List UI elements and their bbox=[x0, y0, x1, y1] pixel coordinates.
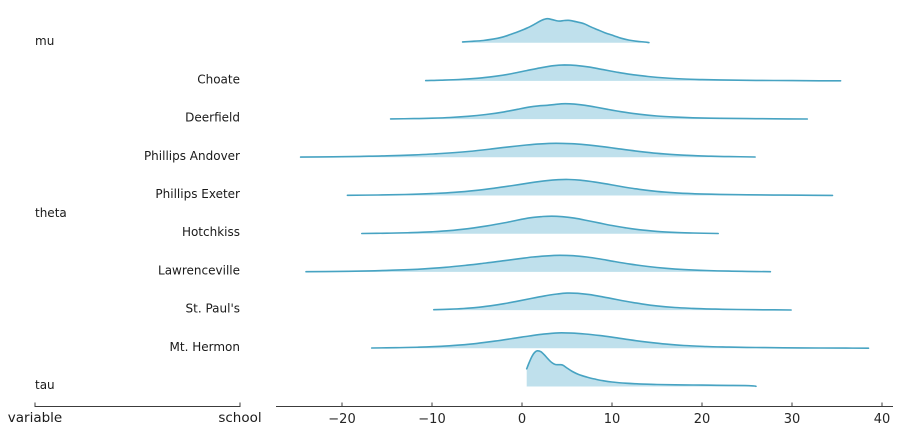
row-label-st-paul-s: St. Paul's bbox=[186, 302, 241, 316]
density-line-mt-hermon bbox=[370, 332, 870, 349]
density-line-phillips-andover bbox=[299, 142, 756, 158]
density-line-deerfield bbox=[389, 102, 809, 120]
row-label-choate: Choate bbox=[197, 72, 240, 86]
density-line-mu bbox=[461, 17, 650, 44]
row-label-hotchkiss: Hotchkiss bbox=[182, 225, 240, 239]
x-tick-label-10: 10 bbox=[604, 412, 621, 427]
density-line-phillips-exeter bbox=[346, 178, 834, 197]
density-line-hotchkiss bbox=[361, 215, 719, 235]
axes-group: variable school −20 −10 0 10 20 30 40 bbox=[8, 402, 893, 427]
x-tick-label-0: 0 bbox=[518, 412, 526, 427]
column-label-school: school bbox=[218, 410, 261, 426]
density-fill-st-paul-s bbox=[433, 293, 792, 311]
density-line-choate bbox=[424, 64, 842, 82]
density-line-st-paul-s bbox=[433, 292, 792, 311]
density-fill-mu bbox=[462, 18, 649, 43]
density-fill-tau bbox=[526, 350, 756, 387]
density-fill-lawrenceville bbox=[306, 255, 771, 272]
row-label-lawrenceville: Lawrenceville bbox=[158, 263, 240, 277]
x-tick-label-20: 20 bbox=[694, 412, 711, 427]
row-labels-group: Choate Deerfield Phillips Andover Phillips … bbox=[35, 34, 240, 392]
density-fill-hotchkiss bbox=[361, 216, 719, 234]
row-label-deerfield: Deerfield bbox=[185, 111, 240, 125]
density-line-tau bbox=[525, 349, 757, 388]
x-ticks-group: −20 −10 0 10 20 30 40 bbox=[328, 402, 891, 427]
variable-label-theta: theta bbox=[35, 206, 67, 220]
variable-label-mu: mu bbox=[35, 34, 54, 48]
row-label-phillips-andover: Phillips Andover bbox=[144, 149, 240, 163]
row-label-phillips-exeter: Phillips Exeter bbox=[155, 187, 240, 201]
density-fill-mt-hermon bbox=[371, 332, 869, 349]
x-tick-label-40: 40 bbox=[874, 412, 891, 427]
column-label-variable: variable bbox=[8, 410, 62, 426]
row-label-mt-hermon: Mt. Hermon bbox=[170, 340, 240, 354]
density-line-lawrenceville bbox=[305, 254, 772, 273]
x-tick-label-30: 30 bbox=[784, 412, 801, 427]
density-fill-deerfield bbox=[390, 103, 808, 120]
density-ridges-group bbox=[299, 17, 870, 388]
density-fill-phillips-andover bbox=[300, 143, 756, 158]
x-tick-label--10: −10 bbox=[418, 412, 445, 427]
x-tick-label--20: −20 bbox=[328, 412, 355, 427]
label-columns-axis-line bbox=[34, 402, 241, 407]
density-fill-choate bbox=[425, 64, 841, 81]
variable-label-tau: tau bbox=[35, 378, 55, 392]
